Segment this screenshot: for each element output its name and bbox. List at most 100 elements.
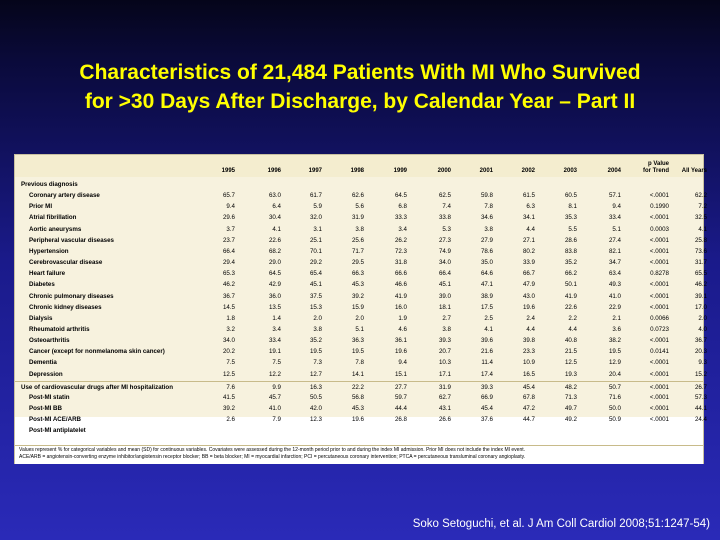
table-cell: 45.7 xyxy=(268,393,281,401)
table-cell: <.0001 xyxy=(649,214,669,222)
table-cell: 7.8 xyxy=(484,203,493,211)
table-cell: 12.5 xyxy=(564,359,577,367)
table-row: Peripheral vascular diseases 23.7 22.6 25.1… xyxy=(15,235,707,246)
slide-title: Characteristics of 21,484 Patients With … xyxy=(0,58,720,116)
table-cell: 9.4 xyxy=(612,203,621,211)
table-cell: 64.6 xyxy=(480,270,493,278)
table-cell: 17.5 xyxy=(480,303,493,311)
table-cell: 9.4 xyxy=(398,359,407,367)
table-cell: 5.5 xyxy=(568,225,577,233)
table-cell: 35.0 xyxy=(480,259,493,267)
table-cell: 5.1 xyxy=(355,325,364,333)
table-cell: 59.7 xyxy=(394,393,407,401)
table-cell: 40.8 xyxy=(564,337,577,345)
table-cell: 67.8 xyxy=(522,393,535,401)
row-label: Diabetes xyxy=(29,281,55,289)
table-cell: 42.0 xyxy=(309,405,322,412)
table-cell: 5.6 xyxy=(355,203,364,211)
table-cell: 12.9 xyxy=(608,359,621,367)
row-label: Prior MI xyxy=(29,203,53,211)
table-cell: 14.1 xyxy=(351,370,364,378)
table-cell: 35.3 xyxy=(564,214,577,222)
table-cell: 22.6 xyxy=(564,303,577,311)
table-cell: 66.4 xyxy=(222,247,235,255)
slide-title-line1: Characteristics of 21,484 Patients With … xyxy=(79,61,641,84)
table-cell: 33.8 xyxy=(438,214,451,222)
table-cell: 57.3 xyxy=(694,393,707,401)
table-cell: 46.2 xyxy=(222,281,235,289)
table-cell: <.0001 xyxy=(649,416,669,424)
row-label: Chronic pulmonary diseases xyxy=(29,292,114,300)
table-row: Post-MI BB 39.2 41.0 42.0 45.3 44.4 43.1 45.4 47… xyxy=(15,403,707,414)
table-cell: 12.3 xyxy=(309,416,322,424)
table-row: Chronic kidney diseases 14.5 13.5 15.3 15.9 1… xyxy=(15,302,707,313)
table-cell: 21.6 xyxy=(480,348,493,356)
table-row: Osteoarthritis 34.0 33.4 35.2 36.3 36.1 39.3 39… xyxy=(15,335,707,346)
row-label: Coronary artery disease xyxy=(29,192,100,200)
table-cell: 1.4 xyxy=(272,314,281,322)
table-cell: 45.4 xyxy=(480,405,493,412)
table-cell: 1.8 xyxy=(226,314,235,322)
footnote-line2: ACE/ARB = angiotensin-converting enzyme … xyxy=(19,454,526,460)
table-cell: 73.6 xyxy=(694,247,707,255)
table-row: Hypertension 66.4 68.2 70.1 71.7 72.3 74.9 78.6… xyxy=(15,246,707,257)
row-label: Atrial fibrillation xyxy=(29,214,77,222)
row-label: Osteoarthritis xyxy=(29,337,70,345)
data-table-panel: 1995 1996 1997 1998 1999 2000 2001 2002 2003 2004… xyxy=(14,154,707,464)
table-cell: 2.6 xyxy=(226,416,235,424)
table-cell: 0.0003 xyxy=(650,225,669,233)
column-header: p Value for Trend xyxy=(642,161,669,174)
table-cell: 4.0 xyxy=(698,325,707,333)
table-row: Heart failure 65.3 64.5 65.4 66.3 66.6 66.4 64.… xyxy=(15,268,707,279)
table-cell: 47.9 xyxy=(522,281,535,289)
table-cell: 17.1 xyxy=(438,370,451,378)
table-cell: 70.1 xyxy=(309,247,322,255)
table-cell: 3.7 xyxy=(226,225,235,233)
table-cell: 50.0 xyxy=(608,405,621,412)
column-header: 2004 xyxy=(607,168,621,174)
table-cell: 80.2 xyxy=(522,247,535,255)
table-cell: 5.9 xyxy=(313,203,322,211)
table-cell: 2.4 xyxy=(526,314,535,322)
table-cell: 12.5 xyxy=(222,370,235,378)
table-footnote: Values represent % for categorical varia… xyxy=(15,445,703,464)
table-cell: 4.1 xyxy=(698,225,707,233)
row-label: Peripheral vascular diseases xyxy=(29,236,114,244)
table-cell: 21.5 xyxy=(564,348,577,356)
table-cell: 43.0 xyxy=(522,292,535,300)
table-cell: 45.1 xyxy=(309,281,322,289)
table-cell: 39.8 xyxy=(522,337,535,345)
table-cell: 19.6 xyxy=(351,416,364,424)
row-label: Chronic kidney diseases xyxy=(29,303,102,311)
table-cell: 36.7 xyxy=(694,337,707,345)
table-cell: 15.2 xyxy=(694,370,707,378)
table-row: Dementia 7.5 7.5 7.3 7.8 9.4 10.3 11.4 10.9 12.5 1… xyxy=(15,357,707,368)
table-cell: 3.2 xyxy=(226,325,235,333)
table-cell: 35.2 xyxy=(564,259,577,267)
table-cell: 0.0723 xyxy=(650,325,669,333)
table-cell: 39.3 xyxy=(438,337,451,345)
table-cell: 41.9 xyxy=(564,292,577,300)
table-cell: 19.3 xyxy=(564,370,577,378)
column-header: 2003 xyxy=(563,168,577,174)
table-cell: 6.4 xyxy=(272,203,281,211)
table-cell: 30.4 xyxy=(268,214,281,222)
table-row: Cancer (except for nonmelanoma skin canc… xyxy=(15,346,707,357)
column-header: 2001 xyxy=(479,168,493,174)
table-cell: <.0001 xyxy=(649,292,669,300)
table-cell: 19.5 xyxy=(608,348,621,356)
table-cell: 33.9 xyxy=(522,259,535,267)
table-cell: 34.0 xyxy=(222,337,235,345)
table-cell: 26.6 xyxy=(438,416,451,424)
table-cell: 41.0 xyxy=(608,292,621,300)
table-cell: 39.0 xyxy=(438,292,451,300)
table-cell: 3.8 xyxy=(484,225,493,233)
table-cell: 32.5 xyxy=(694,214,707,222)
row-label: Post-MI statin xyxy=(29,393,70,401)
table-cell: <.0001 xyxy=(649,303,669,311)
table-cell: 4.4 xyxy=(568,325,577,333)
table-cell: 71.7 xyxy=(351,247,364,255)
table-cell: 18.1 xyxy=(438,303,451,311)
table-cell: 22.2 xyxy=(351,383,364,391)
table-cell: 7.6 xyxy=(226,383,235,391)
